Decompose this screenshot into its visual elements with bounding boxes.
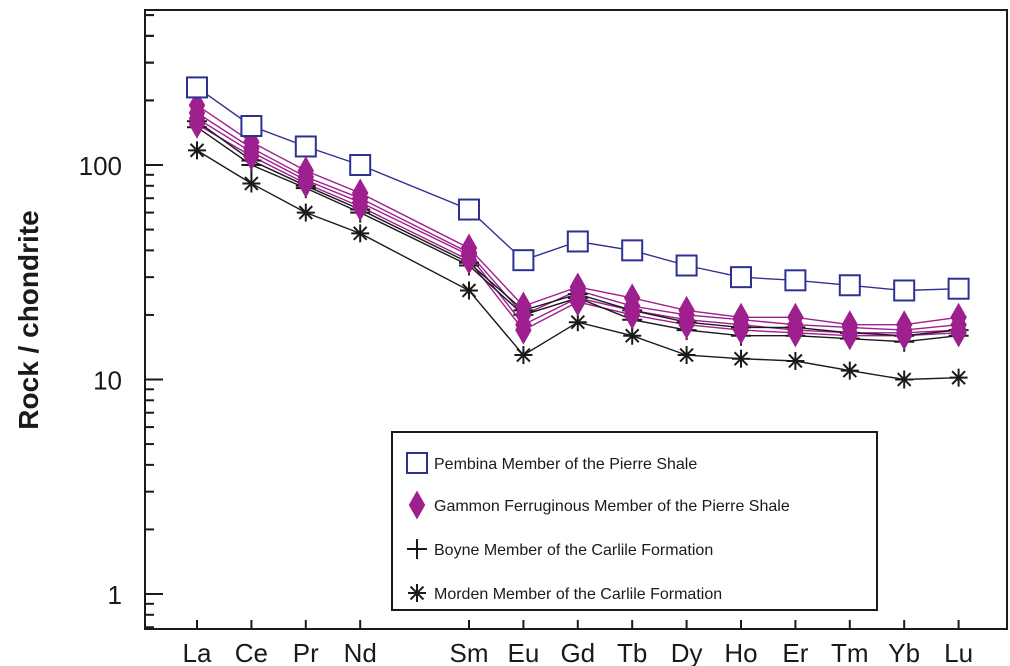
- data-point-square-open-ho: [730, 266, 752, 289]
- legend-label: Pembina Member of the Pierre Shale: [434, 456, 697, 473]
- data-point-diamond-filled-tb: [623, 300, 641, 330]
- legend-marker-plus: [407, 539, 427, 559]
- data-point-diamond-filled-er: [787, 318, 804, 348]
- y-tick-label: 10: [93, 366, 122, 396]
- data-point-square-open-dy: [675, 254, 698, 277]
- y-axis-ticks: 1 10 100: [79, 14, 163, 629]
- x-tick-label-lu: Lu: [944, 638, 973, 666]
- data-point-square-open-tm: [838, 274, 861, 297]
- data-point-asterisk-la: [188, 141, 206, 160]
- x-tick-label-ho: Ho: [724, 638, 757, 666]
- data-point-square-open-tb: [621, 239, 644, 262]
- data-point-diamond-filled-yb: [895, 321, 913, 351]
- data-point-asterisk-tm: [840, 361, 859, 380]
- data-point-asterisk-sm: [460, 281, 478, 300]
- data-point-square-open-ce: [240, 114, 263, 137]
- data-point-diamond-filled-nd: [351, 192, 369, 222]
- data-point-asterisk-er: [786, 351, 805, 370]
- x-tick-label-ce: Ce: [235, 638, 268, 666]
- data-point-square-open-lu: [947, 277, 970, 300]
- plot-frame: [144, 9, 1008, 630]
- data-point-diamond-filled-dy: [678, 310, 695, 340]
- data-point-asterisk-lu: [949, 368, 968, 387]
- legend: Pembina Member of the Pierre Shale Gammon…: [391, 431, 878, 611]
- y-axis-title: Rock / chondrite: [13, 210, 44, 429]
- x-tick-label-gd: Gd: [560, 638, 595, 666]
- data-point-asterisk-nd: [351, 224, 370, 243]
- x-tick-label-nd: Nd: [344, 638, 377, 666]
- data-point-diamond-filled-ho: [732, 315, 750, 345]
- data-point-diamond-filled-sm: [460, 245, 478, 275]
- data-point-square-open-la: [186, 76, 208, 99]
- legend-marker-square-open: [406, 452, 428, 474]
- legend-item: Gammon Ferruginous Member of the Pierre …: [408, 490, 790, 520]
- data-point-asterisk-ce: [242, 174, 261, 193]
- x-tick-label-pr: Pr: [293, 638, 319, 666]
- x-axis-ticks: La Ce Pr Nd Sm Eu Gd Tb Dy Ho Er Tm Yb Lu: [183, 620, 973, 666]
- series-markers: [186, 76, 970, 389]
- series-line-2: [196, 112, 959, 331]
- data-point-diamond-filled-gd: [569, 287, 587, 317]
- data-point-square-open-nd: [349, 154, 372, 176]
- legend-item: Pembina Member of the Pierre Shale: [406, 452, 697, 474]
- data-point-asterisk-yb: [895, 370, 914, 389]
- data-point-square-open-yb: [893, 279, 916, 302]
- x-tick-label-eu: Eu: [507, 638, 539, 666]
- x-tick-label-er: Er: [782, 638, 808, 666]
- data-point-diamond-filled-la: [188, 109, 206, 139]
- data-point-square-open-eu: [512, 249, 535, 272]
- data-point-square-open-sm: [458, 198, 480, 221]
- y-tick-label: 100: [79, 151, 122, 181]
- data-point-diamond-filled-tm: [841, 321, 859, 351]
- y-tick-label: 1: [108, 580, 122, 610]
- legend-marker-diamond-filled: [408, 490, 426, 520]
- data-point-square-open-gd: [566, 230, 589, 253]
- data-point-square-open-er: [784, 269, 807, 292]
- x-tick-label-tb: Tb: [617, 638, 647, 666]
- data-point-asterisk-tb: [623, 326, 642, 345]
- x-tick-label-sm: Sm: [450, 638, 489, 666]
- data-point-asterisk-pr: [296, 203, 315, 222]
- series-layer: [186, 76, 970, 389]
- legend-label: Gammon Ferruginous Member of the Pierre …: [434, 498, 790, 515]
- legend-box: [391, 431, 878, 611]
- data-point-square-open-pr: [294, 135, 317, 158]
- data-point-diamond-filled-pr: [297, 168, 315, 199]
- data-point-diamond-filled-ce: [243, 141, 260, 171]
- legend-marker-asterisk: [408, 584, 426, 602]
- x-tick-label-la: La: [183, 638, 212, 666]
- series-line-1: [196, 104, 959, 326]
- x-tick-label-tm: Tm: [831, 638, 869, 666]
- data-point-asterisk-dy: [677, 346, 696, 365]
- x-tick-label-dy: Dy: [671, 638, 703, 666]
- x-tick-label-yb: Yb: [888, 638, 920, 666]
- legend-item: Boyne Member of the Carlile Formation: [407, 539, 713, 559]
- data-point-asterisk-eu: [514, 346, 533, 365]
- legend-item: Morden Member of the Carlile Formation: [408, 584, 722, 603]
- data-point-asterisk-ho: [732, 349, 750, 368]
- series-line-7: [196, 149, 959, 381]
- legend-label: Morden Member of the Carlile Formation: [434, 586, 722, 603]
- data-point-diamond-filled-lu: [950, 318, 967, 348]
- legend-label: Boyne Member of the Carlile Formation: [434, 542, 713, 559]
- data-point-diamond-filled-eu: [515, 315, 532, 345]
